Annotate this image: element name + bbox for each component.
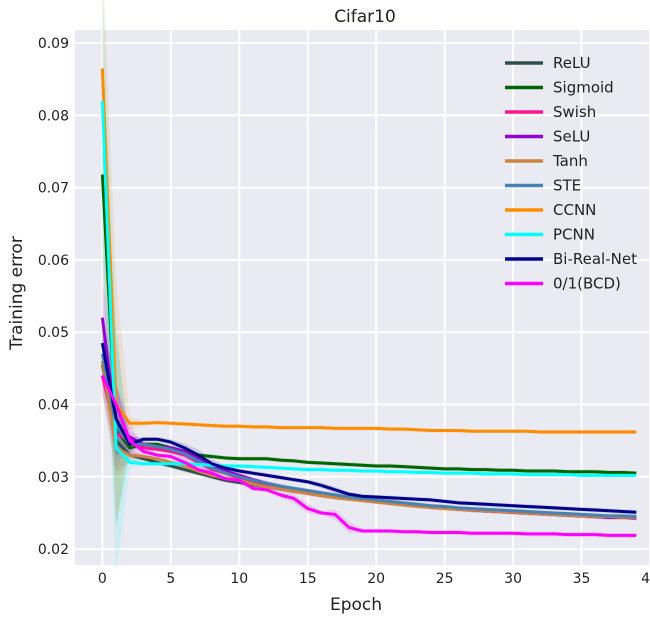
y-tick-label: 0.06 [38, 253, 69, 269]
y-axis-title: Training error [7, 236, 27, 351]
y-tick-label: 0.09 [38, 36, 69, 52]
series-line-ccnn [100, 68, 637, 434]
grid [75, 30, 650, 565]
legend-label: Sigmoid [553, 79, 614, 97]
legend-label: PCNN [553, 226, 595, 244]
x-tick-label: 20 [367, 571, 385, 587]
x-tick-label: 0 [98, 571, 107, 587]
series-line-0-1-bcd- [101, 374, 637, 537]
series-line-bi-real-net [100, 342, 637, 514]
chart-title: Cifar10 [334, 7, 396, 27]
legend-label: SeLU [553, 128, 590, 146]
legend-label: ReLU [553, 54, 591, 72]
y-axis-ticks: 0.02 0.03 0.04 0.05 0.06 0.07 0.08 0.09 [38, 36, 69, 558]
legend-label: CCNN [553, 201, 596, 219]
series-line-pcnn [100, 100, 637, 477]
x-tick-label: 35 [573, 571, 591, 587]
x-tick-label: 40 [641, 571, 650, 587]
y-tick-label: 0.04 [38, 398, 69, 414]
series-line-sigmoid [100, 174, 637, 475]
legend-label: Bi-Real-Net [553, 250, 637, 268]
legend-label: 0/1(BCD) [553, 275, 621, 293]
x-axis-ticks: 0 5 10 15 20 25 30 35 40 [98, 571, 650, 587]
legend-label: Tanh [552, 152, 588, 170]
y-tick-label: 0.02 [38, 542, 69, 558]
x-tick-label: 5 [166, 571, 175, 587]
y-tick-label: 0.03 [38, 470, 69, 486]
y-tick-label: 0.07 [38, 181, 69, 197]
x-tick-label: 30 [504, 571, 522, 587]
legend-label: Swish [553, 103, 596, 121]
legend: ReLU Sigmoid Swish SeLU Tanh STE CCNN PCNN Bi-Re… [505, 54, 637, 293]
x-tick-label: 15 [299, 571, 317, 587]
x-axis-title: Epoch [330, 595, 382, 615]
legend-label: STE [553, 177, 581, 195]
y-tick-label: 0.05 [38, 325, 69, 341]
x-tick-label: 10 [230, 571, 248, 587]
y-tick-label: 0.08 [38, 108, 69, 124]
x-tick-label: 25 [436, 571, 454, 587]
series-line-ste [100, 353, 637, 519]
series-lines [100, 68, 637, 537]
